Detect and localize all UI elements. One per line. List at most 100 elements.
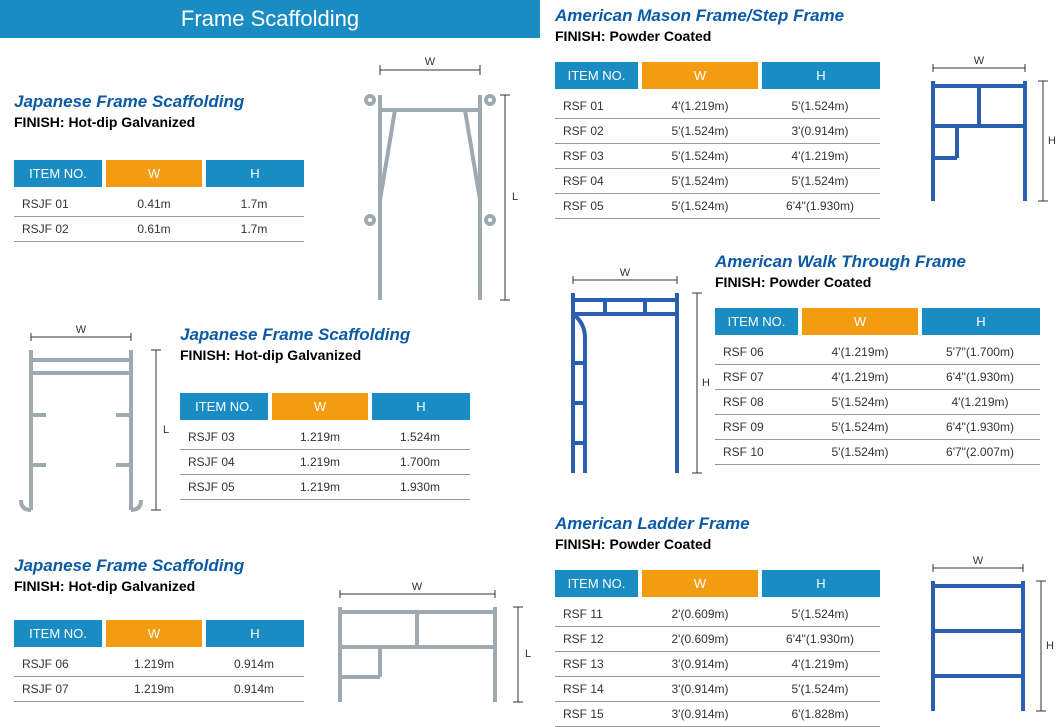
cell-item: RSF 07 (715, 365, 800, 390)
spec-table-jp2: ITEM NO. W H RSJF 031.219m1.524mRSJF 041… (180, 393, 470, 500)
japanese-section-3: Japanese Frame Scaffolding FINISH: Hot-d… (14, 556, 314, 702)
cell-w: 3'(0.914m) (640, 677, 760, 702)
dim-l: L (525, 648, 531, 660)
finish-label: FINISH: Hot-dip Galvanized (180, 347, 500, 363)
section-title: American Mason Frame/Step Frame (555, 6, 910, 26)
cell-item: RSF 06 (715, 335, 800, 365)
cell-w: 4'(1.219m) (640, 89, 760, 119)
cell-w: 2'(0.609m) (640, 627, 760, 652)
table-row: RSF 074'(1.219m)6'4"(1.930m) (715, 365, 1040, 390)
table-row: RSJF 051.219m1.930m (180, 475, 470, 500)
col-h: H (370, 393, 470, 420)
spec-table-am2: ITEM NO. W H RSF 064'(1.219m)5'7"(1.700m… (715, 308, 1040, 465)
dim-w: W (974, 56, 985, 67)
spec-table-am3: ITEM NO. W H RSF 112'(0.609m)5'(1.524m)R… (555, 570, 880, 727)
spec-table-jp1: ITEM NO. W H RSJF 010.41m1.7mRSJF 020.61… (14, 160, 304, 242)
diagram-am3: W H (915, 556, 1055, 716)
cell-h: 6'4"(1.930m) (760, 194, 880, 219)
cell-w: 0.41m (104, 187, 204, 217)
american-section-1: American Mason Frame/Step Frame FINISH: … (555, 6, 910, 219)
dim-w: W (620, 268, 631, 279)
cell-item: RSF 09 (715, 415, 800, 440)
cell-h: 3'(0.914m) (760, 119, 880, 144)
table-row: RSF 133'(0.914m)4'(1.219m) (555, 652, 880, 677)
col-h: H (760, 570, 880, 597)
diagram-jp2: W L (6, 325, 171, 525)
table-row: RSF 105'(1.524m)6'7"(2.007m) (715, 440, 1040, 465)
cell-w: 1.219m (270, 420, 370, 450)
cell-h: 1.7m (204, 187, 304, 217)
cell-item: RSF 12 (555, 627, 640, 652)
col-h: H (204, 160, 304, 187)
dim-h: H (1046, 640, 1054, 652)
cell-h: 5'(1.524m) (760, 677, 880, 702)
col-item: ITEM NO. (555, 570, 640, 597)
col-w: W (270, 393, 370, 420)
cell-h: 6'4"(1.930m) (760, 627, 880, 652)
section-title: American Ladder Frame (555, 514, 910, 534)
cell-h: 1.930m (370, 475, 470, 500)
spec-table-jp3: ITEM NO. W H RSJF 061.219m0.914mRSJF 071… (14, 620, 304, 702)
american-section-3: American Ladder Frame FINISH: Powder Coa… (555, 514, 910, 727)
table-row: RSF 025'(1.524m)3'(0.914m) (555, 119, 880, 144)
cell-w: 5'(1.524m) (640, 169, 760, 194)
cell-w: 1.219m (104, 677, 204, 702)
cell-item: RSF 04 (555, 169, 640, 194)
cell-item: RSJF 06 (14, 647, 104, 677)
cell-item: RSF 05 (555, 194, 640, 219)
left-column: Frame Scaffolding Japanese Frame Scaffol… (0, 0, 540, 46)
cell-w: 3'(0.914m) (640, 652, 760, 677)
cell-item: RSJF 03 (180, 420, 270, 450)
cell-item: RSJF 05 (180, 475, 270, 500)
finish-label: FINISH: Powder Coated (715, 274, 1060, 290)
cell-item: RSF 10 (715, 440, 800, 465)
dim-h: H (702, 377, 710, 389)
cell-w: 0.61m (104, 217, 204, 242)
cell-item: RSF 08 (715, 390, 800, 415)
spec-table-am1: ITEM NO. W H RSF 014'(1.219m)5'(1.524m)R… (555, 62, 880, 219)
dim-w: W (973, 556, 984, 567)
table-row: RSF 143'(0.914m)5'(1.524m) (555, 677, 880, 702)
american-section-2: American Walk Through Frame FINISH: Powd… (715, 252, 1060, 465)
cell-w: 1.219m (270, 450, 370, 475)
banner-title: Frame Scaffolding (0, 0, 540, 38)
cell-h: 0.914m (204, 647, 304, 677)
table-row: RSF 095'(1.524m)6'4"(1.930m) (715, 415, 1040, 440)
cell-h: 0.914m (204, 677, 304, 702)
cell-h: 1.700m (370, 450, 470, 475)
section-title: American Walk Through Frame (715, 252, 1060, 272)
col-w: W (800, 308, 920, 335)
col-h: H (920, 308, 1040, 335)
table-row: RSF 045'(1.524m)5'(1.524m) (555, 169, 880, 194)
cell-w: 5'(1.524m) (800, 415, 920, 440)
cell-w: 5'(1.524m) (800, 390, 920, 415)
diagram-am2: W H (555, 268, 710, 483)
cell-h: 6'4"(1.930m) (920, 415, 1040, 440)
finish-label: FINISH: Hot-dip Galvanized (14, 114, 314, 130)
cell-h: 1.524m (370, 420, 470, 450)
diagram-jp3: W L (320, 582, 535, 712)
col-item: ITEM NO. (180, 393, 270, 420)
cell-w: 2'(0.609m) (640, 597, 760, 627)
section-title: Japanese Frame Scaffolding (14, 556, 314, 576)
table-row: RSF 035'(1.524m)4'(1.219m) (555, 144, 880, 169)
col-item: ITEM NO. (715, 308, 800, 335)
table-row: RSJF 041.219m1.700m (180, 450, 470, 475)
cell-w: 5'(1.524m) (640, 194, 760, 219)
diagram-am1: W H (915, 56, 1055, 211)
cell-h: 4'(1.219m) (920, 390, 1040, 415)
col-h: H (760, 62, 880, 89)
col-item: ITEM NO. (14, 620, 104, 647)
table-row: RSJF 061.219m0.914m (14, 647, 304, 677)
cell-h: 6'4"(1.930m) (920, 365, 1040, 390)
table-row: RSF 064'(1.219m)5'7"(1.700m) (715, 335, 1040, 365)
table-row: RSF 055'(1.524m)6'4"(1.930m) (555, 194, 880, 219)
table-row: RSF 122'(0.609m)6'4"(1.930m) (555, 627, 880, 652)
col-item: ITEM NO. (14, 160, 104, 187)
cell-h: 5'(1.524m) (760, 597, 880, 627)
cell-w: 1.219m (270, 475, 370, 500)
cell-item: RSJF 04 (180, 450, 270, 475)
table-row: RSF 085'(1.524m)4'(1.219m) (715, 390, 1040, 415)
cell-h: 6'7"(2.007m) (920, 440, 1040, 465)
dim-h: H (1048, 135, 1055, 147)
